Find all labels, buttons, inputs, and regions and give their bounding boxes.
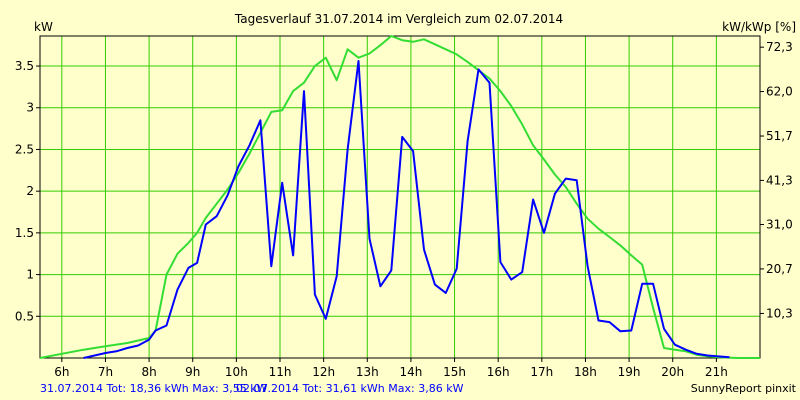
x-tick-label: 6h <box>54 365 69 379</box>
series-line-2 <box>39 35 760 359</box>
x-tick-label: 19h <box>618 365 641 379</box>
x-tick-label: 8h <box>141 365 156 379</box>
y2-tick-label: 41,3 <box>766 173 793 187</box>
x-tick-label: 16h <box>487 365 510 379</box>
series1-summary: 31.07.2014 Tot: 18,36 kWh Max: 3,55 kW <box>40 382 268 395</box>
y-tick-label: 1.5 <box>15 226 34 240</box>
x-tick-label: 11h <box>269 365 292 379</box>
y2-tick-label: 10,3 <box>766 306 793 320</box>
y-tick-label: 2 <box>26 184 34 198</box>
series-layer <box>39 35 760 359</box>
y-tick-label: 3.5 <box>15 59 34 73</box>
plot-border <box>39 35 761 359</box>
x-tick-label: 17h <box>530 365 553 379</box>
grid <box>40 36 760 358</box>
y-axis-left-label: kW <box>34 20 53 34</box>
x-tick-label: 9h <box>185 365 200 379</box>
x-tick-label: 12h <box>312 365 335 379</box>
chart-title: Tagesverlauf 31.07.2014 im Vergleich zum… <box>234 12 563 26</box>
y2-tick-label: 20,7 <box>766 262 793 276</box>
y2-tick-label: 31,0 <box>766 218 793 232</box>
y-tick-label: 3 <box>26 101 34 115</box>
x-tick-label: 21h <box>705 365 728 379</box>
x-tick-label: 13h <box>356 365 379 379</box>
y-axis-right-label: kW/kWp [%] <box>722 20 796 34</box>
x-tick-label: 18h <box>574 365 597 379</box>
x-tick-label: 7h <box>98 365 113 379</box>
x-tick-label: 10h <box>225 365 248 379</box>
y-tick-label: 1 <box>26 268 34 282</box>
credit-text: SunnyReport pinxit <box>691 382 797 395</box>
x-tick-label: 15h <box>443 365 466 379</box>
y2-tick-label: 72,3 <box>766 40 793 54</box>
y-tick-label: 2.5 <box>15 142 34 156</box>
axis-labels: 6h 7h 8h 9h 10h 11h 12h 13h 14h 15h 16h 17h 18h 19h 20… <box>15 40 793 379</box>
x-tick-label: 20h <box>661 365 684 379</box>
y-tick-label: 0.5 <box>15 309 34 323</box>
y2-tick-label: 62,0 <box>766 85 793 99</box>
series2-summary: 02.07.2014 Tot: 31,61 kWh Max: 3,86 kW <box>236 382 464 395</box>
y2-tick-label: 51,7 <box>766 129 793 143</box>
series-line-1 <box>83 60 730 359</box>
x-tick-label: 14h <box>399 365 422 379</box>
